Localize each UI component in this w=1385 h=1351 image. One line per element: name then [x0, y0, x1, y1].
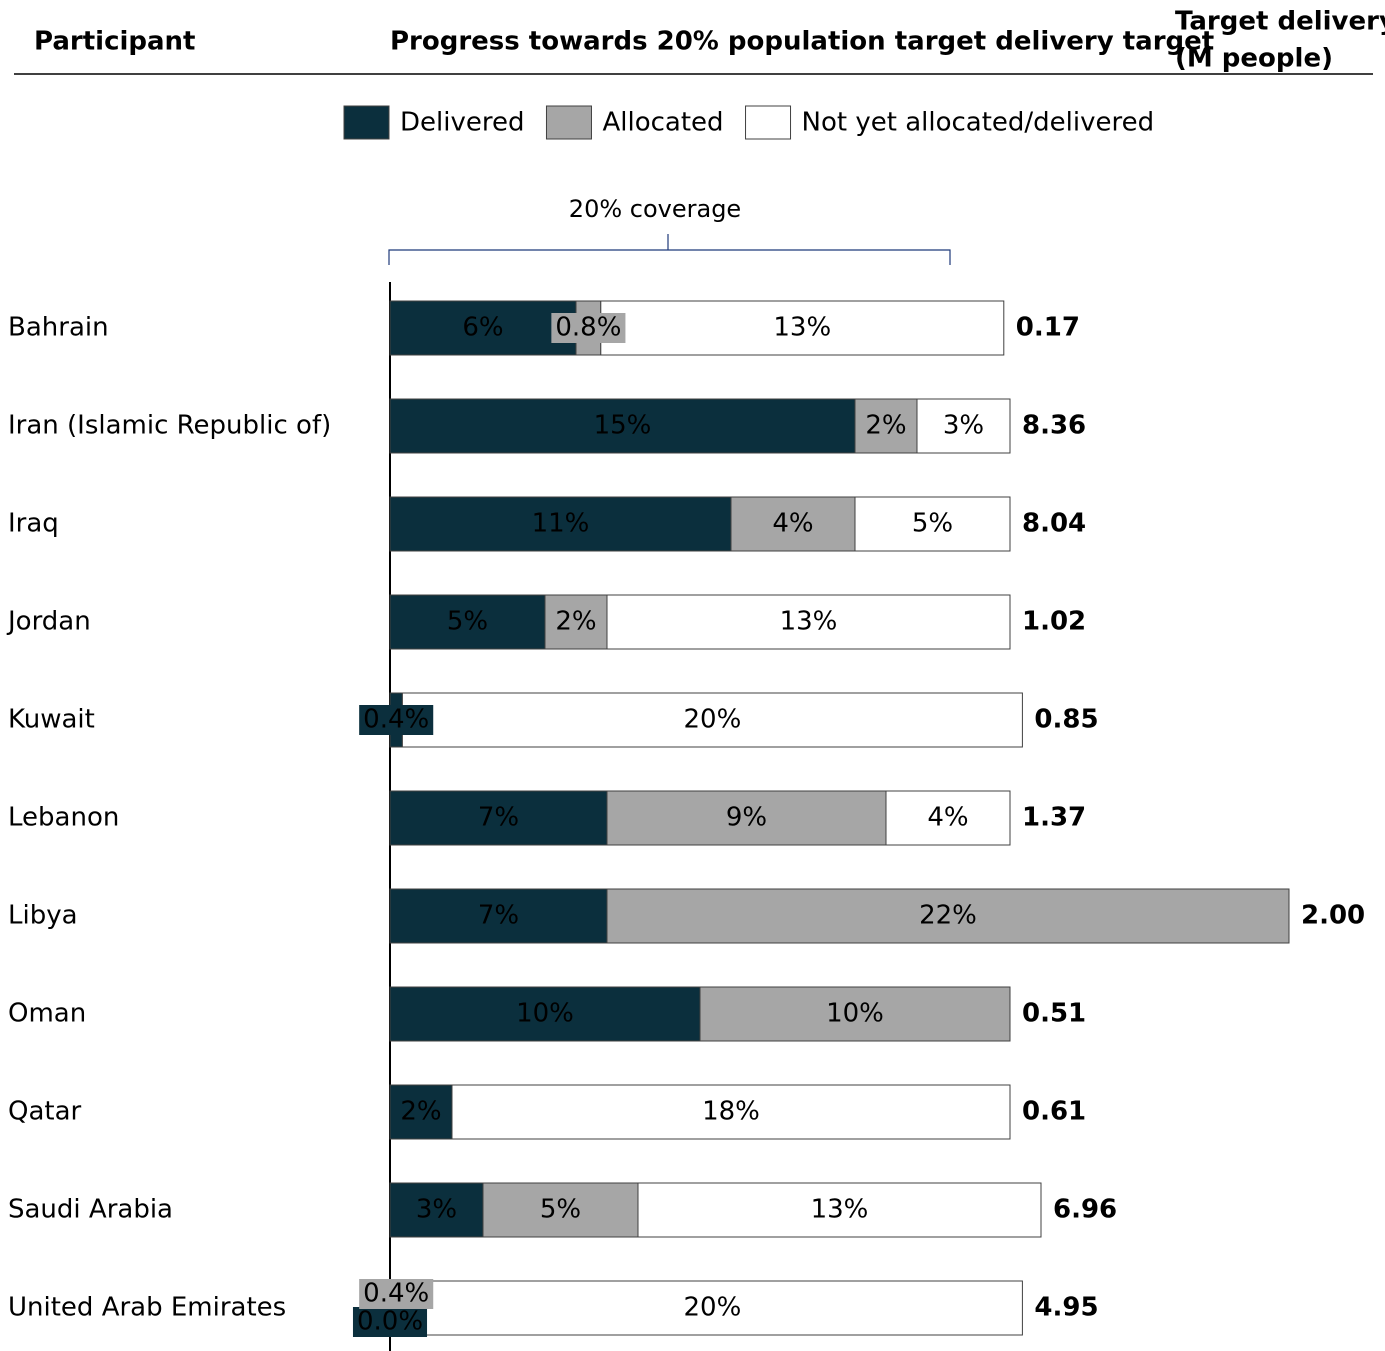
- category-label: Oman: [8, 999, 86, 1029]
- value-label-bg: [352, 1307, 428, 1337]
- category-label: Jordan: [6, 607, 91, 637]
- category-label: Libya: [8, 901, 78, 931]
- bar-segment: [885, 790, 1011, 846]
- bracket: [388, 234, 951, 265]
- bar-segment: [916, 398, 1011, 454]
- header-target: Target delivery: [1175, 7, 1385, 37]
- legend-label: Allocated: [602, 108, 723, 138]
- header-progress: Progress towards 20% population target d…: [390, 27, 1214, 57]
- target-value: 1.37: [1022, 803, 1086, 833]
- target-value: 0.51: [1022, 999, 1086, 1029]
- legend-swatch: [745, 105, 792, 140]
- bar-segment: [854, 398, 918, 454]
- annotation: 20% coverage: [569, 195, 741, 223]
- value-label: 0.8%: [555, 313, 621, 343]
- value-label: 13%: [773, 313, 831, 343]
- value-label: 3%: [416, 1195, 457, 1225]
- category-label: United Arab Emirates: [8, 1293, 286, 1323]
- target-value: 8.04: [1022, 509, 1086, 539]
- legend-label: Delivered: [400, 108, 524, 138]
- bar-segment: [389, 986, 701, 1042]
- target-value: 0.61: [1022, 1097, 1086, 1127]
- bar-segment: [389, 888, 608, 944]
- value-label: 7%: [478, 901, 519, 931]
- target-value: 1.02: [1022, 607, 1086, 637]
- target-value: 2.00: [1301, 901, 1365, 931]
- target-value: 4.95: [1034, 1293, 1098, 1323]
- category-label: Iran (Islamic Republic of): [8, 411, 331, 441]
- bar-segment: [606, 790, 887, 846]
- category-label: Qatar: [8, 1097, 82, 1127]
- bar-segment: [606, 594, 1011, 650]
- bar-segment: [389, 300, 577, 356]
- target-value: 6.96: [1053, 1195, 1117, 1225]
- bar-segment: [389, 1084, 453, 1140]
- value-label: 22%: [919, 901, 977, 931]
- category-label: Lebanon: [8, 803, 119, 833]
- category-label: Saudi Arabia: [8, 1195, 173, 1225]
- value-label: 2%: [400, 1097, 441, 1127]
- header-target: (M people): [1175, 44, 1333, 74]
- value-label: 5%: [540, 1195, 581, 1225]
- value-label: 20%: [684, 705, 742, 735]
- header-participant: Participant: [34, 27, 195, 57]
- bar-segment: [401, 692, 1023, 748]
- bar-segment: [389, 594, 546, 650]
- value-label-bg: [359, 705, 434, 735]
- bar-segment: [637, 1182, 1042, 1238]
- target-value: 8.36: [1022, 411, 1086, 441]
- bar-segment: [389, 496, 732, 552]
- target-value: 0.17: [1016, 313, 1080, 343]
- bar-segment: [389, 398, 856, 454]
- target-value: 0.85: [1034, 705, 1098, 735]
- value-label: 18%: [702, 1097, 760, 1127]
- value-label: 4%: [772, 509, 813, 539]
- legend-swatch: [545, 105, 592, 140]
- value-label: 15%: [594, 411, 652, 441]
- value-label: 3%: [943, 411, 984, 441]
- value-label: 10%: [516, 999, 574, 1029]
- value-label: 11%: [532, 509, 590, 539]
- value-label: 13%: [811, 1195, 869, 1225]
- category-label: Iraq: [8, 509, 59, 539]
- value-label: 0.4%: [363, 705, 429, 735]
- value-label: 0.0%: [357, 1307, 423, 1337]
- category-label: Bahrain: [8, 313, 109, 343]
- value-label: 5%: [912, 509, 953, 539]
- bar-segment: [544, 594, 608, 650]
- value-label: 13%: [780, 607, 838, 637]
- bar-segment: [389, 790, 608, 846]
- category-label: Kuwait: [8, 705, 95, 735]
- value-label: 4%: [927, 803, 968, 833]
- value-label-bg: [551, 313, 626, 343]
- bar-segment: [451, 1084, 1011, 1140]
- value-label: 6%: [462, 313, 503, 343]
- value-label-bg: [359, 1279, 434, 1309]
- value-label: 0.4%: [363, 1279, 429, 1309]
- bar-segment: [482, 1182, 639, 1238]
- value-label: 2%: [555, 607, 596, 637]
- bar-segment: [389, 1182, 484, 1238]
- value-label: 7%: [478, 803, 519, 833]
- value-label: 5%: [447, 607, 488, 637]
- bar-segment: [401, 1280, 1023, 1336]
- value-label: 10%: [826, 999, 884, 1029]
- value-label: 9%: [726, 803, 767, 833]
- value-label: 2%: [865, 411, 906, 441]
- bar-segment: [606, 888, 1290, 944]
- bar-segment: [699, 986, 1011, 1042]
- value-label: 20%: [684, 1293, 742, 1323]
- legend-swatch: [343, 105, 390, 140]
- legend-label: Not yet allocated/delivered: [802, 108, 1155, 138]
- bar-segment: [854, 496, 1011, 552]
